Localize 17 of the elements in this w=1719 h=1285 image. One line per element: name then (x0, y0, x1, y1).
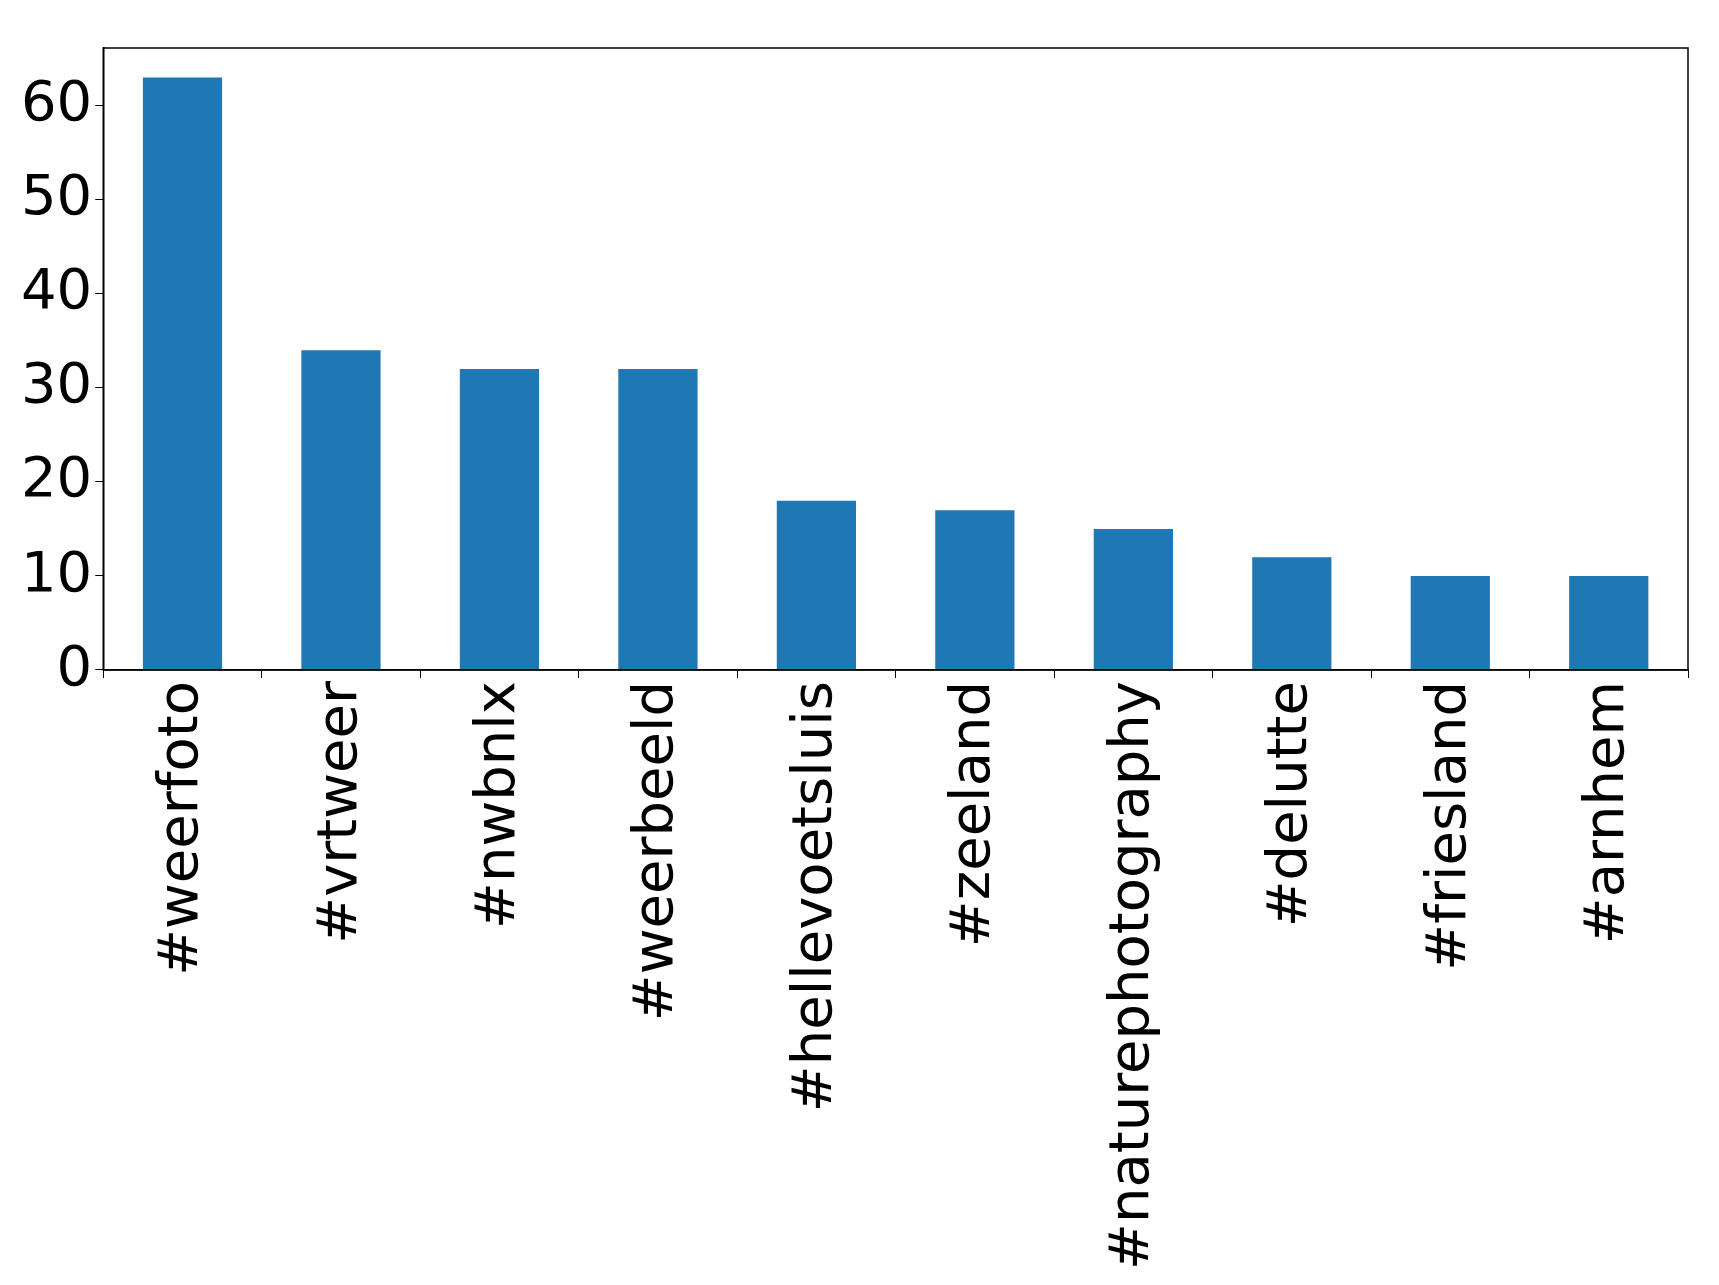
y-tick-label: 0 (56, 632, 93, 698)
x-tick-label: #naturephotography (1095, 680, 1161, 1270)
x-tick-label: #zeeland (937, 680, 1003, 948)
x-tick-label: #friesland (1412, 680, 1478, 971)
y-tick-label: 10 (20, 538, 93, 604)
x-tick-label: #delutte (1254, 680, 1320, 928)
x-tick-label: #nwbnlx (461, 680, 527, 929)
y-tick-label: 20 (20, 444, 93, 510)
x-tick-label: #weerbeeld (620, 680, 686, 1022)
y-tick-label: 30 (20, 350, 93, 416)
x-tick-label: #vrtweer (303, 680, 369, 944)
x-tick-label: #arnhem (1571, 680, 1637, 945)
x-tick-label: #weerfoto (145, 680, 211, 976)
y-tick-label: 50 (20, 162, 93, 228)
x-tick-label: #hellevoetsluis (778, 680, 844, 1113)
y-tick-label: 40 (20, 256, 93, 322)
y-tick-label: 60 (20, 68, 93, 134)
